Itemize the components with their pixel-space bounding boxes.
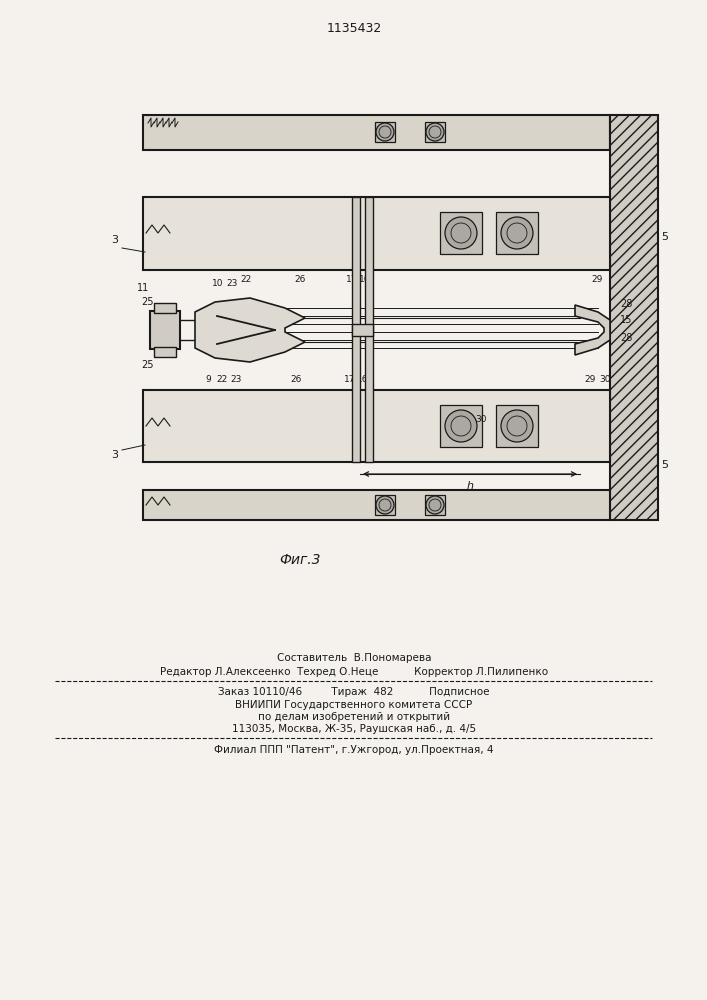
Bar — [143, 390, 610, 462]
Circle shape — [376, 123, 394, 141]
Text: 3: 3 — [112, 235, 119, 245]
Bar — [425, 495, 445, 515]
Text: 29: 29 — [584, 375, 596, 384]
Text: 26: 26 — [294, 275, 305, 284]
Bar — [154, 347, 176, 357]
Text: 17: 17 — [344, 375, 356, 384]
Circle shape — [445, 217, 477, 249]
Text: 16: 16 — [359, 275, 370, 284]
Text: 15: 15 — [620, 315, 632, 325]
Circle shape — [376, 496, 394, 514]
Bar — [143, 490, 610, 520]
Text: по делам изобретений и открытий: по делам изобретений и открытий — [258, 712, 450, 722]
Circle shape — [501, 217, 533, 249]
Text: 30: 30 — [475, 416, 486, 424]
Text: 25: 25 — [141, 360, 154, 370]
Text: 28: 28 — [620, 299, 632, 309]
Circle shape — [445, 410, 477, 442]
Text: 23: 23 — [230, 375, 242, 384]
Text: 29: 29 — [591, 275, 602, 284]
Bar — [440, 405, 482, 447]
Bar — [496, 405, 538, 447]
Bar — [440, 212, 482, 254]
Text: 23: 23 — [226, 278, 238, 288]
Polygon shape — [195, 298, 305, 362]
Text: 5: 5 — [662, 232, 669, 242]
Text: 28: 28 — [620, 333, 632, 343]
Bar — [375, 495, 395, 515]
Bar — [352, 197, 360, 462]
Circle shape — [501, 410, 533, 442]
Text: 22: 22 — [216, 375, 228, 384]
Text: 10: 10 — [212, 278, 223, 288]
Circle shape — [426, 123, 444, 141]
Text: 26: 26 — [291, 375, 302, 384]
Text: 30: 30 — [600, 375, 611, 384]
Text: 17: 17 — [346, 275, 358, 284]
Circle shape — [426, 496, 444, 514]
Text: 22: 22 — [240, 275, 252, 284]
Bar — [143, 115, 610, 150]
Text: Составитель  В.Пономарева: Составитель В.Пономарева — [276, 653, 431, 663]
Bar — [610, 115, 658, 520]
Bar — [365, 197, 373, 462]
Text: 3: 3 — [112, 450, 119, 460]
Bar — [375, 122, 395, 142]
Bar — [425, 122, 445, 142]
Text: ВНИИПИ Государственного комитета СССР: ВНИИПИ Государственного комитета СССР — [235, 700, 472, 710]
Text: 16: 16 — [357, 375, 369, 384]
Text: 9: 9 — [205, 375, 211, 384]
Text: Заказ 10110/46         Тираж  482           Подписное: Заказ 10110/46 Тираж 482 Подписное — [218, 687, 490, 697]
Text: Фиг.3: Фиг.3 — [279, 553, 321, 567]
Text: 25: 25 — [141, 297, 154, 307]
Text: 5: 5 — [662, 460, 669, 470]
Text: 113035, Москва, Ж-35, Раушская наб., д. 4/5: 113035, Москва, Ж-35, Раушская наб., д. … — [232, 724, 476, 734]
Bar — [150, 311, 180, 349]
Text: Филиал ППП "Патент", г.Ужгород, ул.Проектная, 4: Филиал ППП "Патент", г.Ужгород, ул.Проек… — [214, 745, 493, 755]
Bar — [496, 212, 538, 254]
Text: 1135432: 1135432 — [327, 21, 382, 34]
Text: 11: 11 — [137, 283, 149, 293]
Bar — [154, 303, 176, 313]
Bar — [352, 324, 373, 336]
Text: h: h — [467, 481, 474, 491]
Bar — [143, 197, 610, 270]
Text: Редактор Л.Алексеенко  Техред О.Неце           Корректор Л.Пилипенко: Редактор Л.Алексеенко Техред О.Неце Корр… — [160, 667, 548, 677]
Polygon shape — [575, 305, 610, 355]
